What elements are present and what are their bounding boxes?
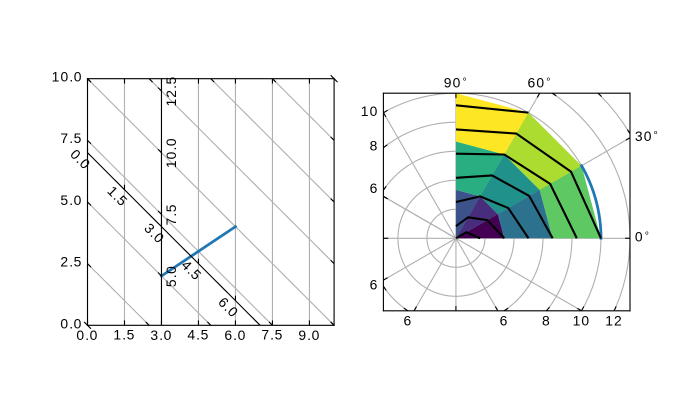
svg-text:5 . 0: 5 . 0 <box>60 185 120 211</box>
svg-text:7 . 5: 7 . 5 <box>60 123 120 149</box>
svg-text:8: 8 <box>370 131 417 157</box>
svg-text:1 2 . 5: 1 2 . 5 <box>156 38 182 107</box>
svg-text:0 . 0: 0 . 0 <box>65 141 126 202</box>
svg-text:3 . 0: 3 . 0 <box>150 320 210 346</box>
svg-text:6: 6 <box>370 173 417 199</box>
svg-text:1 0 . 0: 1 0 . 0 <box>52 62 121 88</box>
svg-text:7 . 5: 7 . 5 <box>156 166 182 226</box>
svg-text:3 . 0: 3 . 0 <box>139 215 200 276</box>
svg-text:7 . 5: 7 . 5 <box>261 320 321 346</box>
svg-text:6: 6 <box>403 305 450 331</box>
svg-text:6 . 0: 6 . 0 <box>224 320 284 346</box>
svg-text:6 0 ∘: 6 0 ∘ <box>528 62 591 93</box>
svg-text:9 . 0: 9 . 0 <box>298 320 358 346</box>
svg-text:1 2: 1 2 <box>605 305 660 331</box>
svg-text:1 . 5: 1 . 5 <box>113 320 173 346</box>
svg-text:5 . 0: 5 . 0 <box>156 227 182 287</box>
svg-text:6: 6 <box>370 269 417 295</box>
svg-text:6: 6 <box>500 305 547 331</box>
svg-text:0 . 0: 0 . 0 <box>60 308 120 334</box>
svg-text:1 0 . 0: 1 0 . 0 <box>156 99 182 168</box>
svg-text:0 ∘: 0 ∘ <box>635 216 689 247</box>
svg-text:1 0: 1 0 <box>573 305 628 331</box>
svg-text:1 0: 1 0 <box>361 96 416 122</box>
svg-text:3 0 ∘: 3 0 ∘ <box>635 115 698 146</box>
svg-text:2 . 5: 2 . 5 <box>60 247 120 273</box>
svg-text:9 0 ∘: 9 0 ∘ <box>444 62 507 93</box>
svg-text:8: 8 <box>542 305 589 331</box>
svg-text:4 . 5: 4 . 5 <box>187 320 247 346</box>
svg-text:0 . 0: 0 . 0 <box>76 320 136 346</box>
